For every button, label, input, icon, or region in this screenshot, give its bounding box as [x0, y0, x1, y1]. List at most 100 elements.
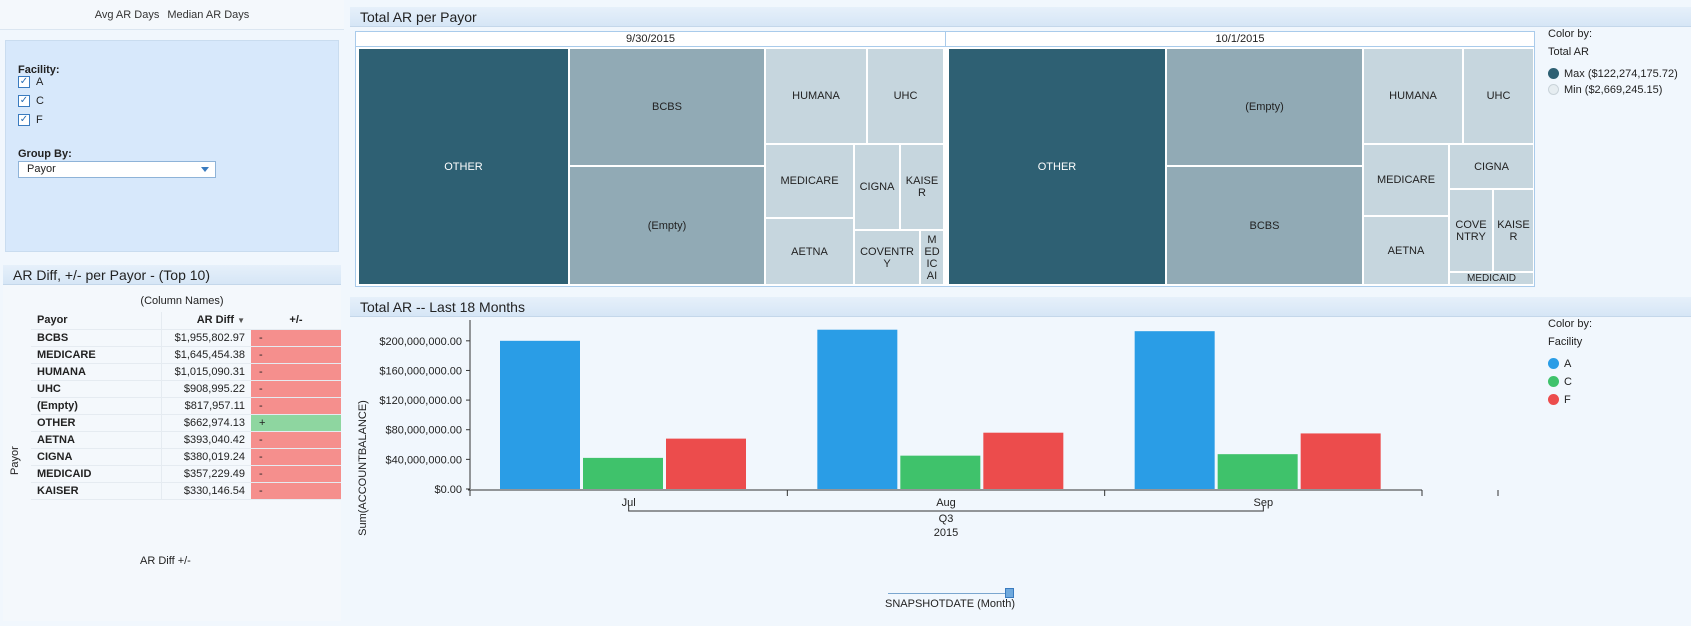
- legend-series-label: C: [1564, 376, 1572, 388]
- treemap-cell-medicare[interactable]: MEDICARE: [1363, 144, 1449, 216]
- tab-median-ar-days[interactable]: Median AR Days: [167, 8, 250, 21]
- legend-max-item: Max ($122,274,175.72): [1548, 68, 1678, 80]
- table-row[interactable]: KAISER $330,146.54-: [31, 482, 341, 500]
- treemap-cell-uhc[interactable]: UHC: [1463, 48, 1534, 144]
- treemap-cell-cigna[interactable]: CIGNA: [854, 144, 900, 230]
- treemap-cell-kaiser[interactable]: KAISE R: [900, 144, 944, 230]
- quarter-label: Q3: [939, 513, 954, 525]
- ar-diff-cell: $662,974.13: [160, 414, 251, 432]
- header-ar-diff[interactable]: AR Diff ▼: [160, 312, 251, 330]
- table-row[interactable]: MEDICARE $1,645,454.38-: [31, 346, 341, 364]
- legend-item-c: C: [1548, 376, 1592, 388]
- sign-cell: -: [251, 431, 341, 449]
- month-slider[interactable]: [888, 588, 1014, 598]
- series-dot-icon: [1548, 376, 1559, 387]
- table-row[interactable]: HUMANA $1,015,090.31-: [31, 363, 341, 381]
- facility-checkbox-a[interactable]: ✓ A: [18, 76, 43, 88]
- treemap-cell-other[interactable]: OTHER: [358, 48, 569, 285]
- payor-cell: KAISER: [31, 482, 161, 500]
- treemap-cell-humana[interactable]: HUMANA: [765, 48, 867, 144]
- facility-label: Facility:: [18, 64, 60, 76]
- treemap-cell-kaiser[interactable]: KAISE R: [1493, 189, 1534, 272]
- table-row[interactable]: OTHER $662,974.13 +: [31, 414, 341, 432]
- slider-track: [888, 593, 1014, 594]
- treemap-cell-medicaid[interactable]: M ED IC AI: [920, 230, 944, 285]
- treemap-cell-aetna[interactable]: AETNA: [1363, 216, 1449, 285]
- y-tick-label: $160,000,000.00: [379, 365, 462, 377]
- treemap-cell-aetna[interactable]: AETNA: [765, 218, 854, 285]
- quarter-bracket: [628, 505, 1264, 512]
- treemap-cell-other[interactable]: OTHER: [948, 48, 1166, 285]
- treemap-cell-empty[interactable]: (Empty): [569, 166, 765, 285]
- bar-aug-a[interactable]: [817, 329, 898, 489]
- treemap-cell-bcbs[interactable]: BCBS: [569, 48, 765, 166]
- checkbox-checked-icon[interactable]: ✓: [18, 114, 30, 126]
- bar-legend-title: Color by:: [1548, 318, 1593, 330]
- ar-diff-cell: $393,040.42: [160, 431, 251, 449]
- tab-avg-ar-days[interactable]: Avg AR Days: [94, 8, 160, 21]
- bar-aug-f[interactable]: [983, 432, 1064, 489]
- bar-jul-f[interactable]: [666, 438, 746, 489]
- groupby-label: Group By:: [18, 148, 72, 160]
- payor-cell: HUMANA: [31, 363, 161, 381]
- x-tick-label: Aug: [936, 497, 956, 509]
- year-label: 2015: [934, 527, 958, 539]
- facility-checkbox-f[interactable]: ✓ F: [18, 114, 43, 126]
- slider-label: SNAPSHOTDATE (Month): [885, 598, 1015, 610]
- treemap-cell-bcbs[interactable]: BCBS: [1166, 166, 1363, 285]
- treemap-legend-title: Color by:: [1548, 28, 1593, 40]
- sort-desc-icon[interactable]: ▼: [237, 316, 245, 326]
- treemap-cell-cigna[interactable]: CIGNA: [1449, 144, 1534, 189]
- payor-cell: MEDICARE: [31, 346, 161, 364]
- treemap-cell-empty[interactable]: (Empty): [1166, 48, 1363, 166]
- sign-cell: -: [251, 329, 341, 347]
- ar-diff-cell: $1,645,454.38: [160, 346, 251, 364]
- header-sign[interactable]: +/-: [251, 312, 341, 330]
- payor-cell: CIGNA: [31, 448, 161, 466]
- groupby-dropdown[interactable]: Payor: [18, 161, 216, 178]
- treemap-cell-coventry[interactable]: COVE NTRY: [1449, 189, 1493, 272]
- header-payor[interactable]: Payor: [31, 312, 161, 330]
- legend-series-label: A: [1564, 358, 1572, 370]
- column-names-label: (Column Names): [140, 295, 224, 307]
- table-row[interactable]: AETNA $393,040.42-: [31, 431, 341, 449]
- bar-sep-a[interactable]: [1134, 331, 1215, 489]
- x-tick-label: Jul: [622, 497, 636, 509]
- payor-cell: UHC: [31, 380, 161, 398]
- table-row[interactable]: MEDICAID $357,229.49-: [31, 465, 341, 483]
- slider-handle[interactable]: [1005, 588, 1014, 598]
- header-ar-diff-label: AR Diff: [196, 314, 235, 327]
- treemap-cell-uhc[interactable]: UHC: [867, 48, 944, 144]
- sign-cell: -: [251, 380, 341, 398]
- legend-item-a: A: [1548, 358, 1592, 370]
- treemap-legend: Color by: Total AR Max ($122,274,175.72)…: [1548, 28, 1678, 96]
- bar-aug-c[interactable]: [900, 455, 981, 489]
- sign-cell: -: [251, 465, 341, 483]
- ar-diff-title: AR Diff, +/- per Payor - (Top 10): [3, 265, 341, 285]
- treemap-date-right: 10/1/2015: [946, 32, 1534, 47]
- y-tick-label: $80,000,000.00: [386, 425, 462, 437]
- checkbox-checked-icon[interactable]: ✓: [18, 95, 30, 107]
- checkbox-checked-icon[interactable]: ✓: [18, 76, 30, 88]
- payor-cell: AETNA: [31, 431, 161, 449]
- ar-diff-panel: AR Diff, +/- per Payor - (Top 10) (Colum…: [3, 265, 341, 621]
- treemap-cell-medicare[interactable]: MEDICARE: [765, 144, 854, 218]
- treemap-cell-coventry[interactable]: COVENTR Y: [854, 230, 920, 285]
- bar-jul-c[interactable]: [583, 457, 663, 489]
- facility-checkbox-c[interactable]: ✓ C: [18, 95, 44, 107]
- legend-item-f: F: [1548, 394, 1592, 406]
- treemap-panel: Total AR per Payor: [350, 7, 1691, 287]
- treemap-cell-humana[interactable]: HUMANA: [1363, 48, 1463, 144]
- sign-cell: -: [251, 346, 341, 364]
- filter-panel: Facility: ✓ A ✓ C ✓ F Group By: Payor: [5, 40, 339, 252]
- bar-chart-title: Total AR -- Last 18 Months: [350, 297, 1691, 317]
- bar-sep-f[interactable]: [1300, 433, 1381, 489]
- table-row[interactable]: UHC $908,995.22-: [31, 380, 341, 398]
- table-row[interactable]: (Empty) $817,957.11-: [31, 397, 341, 415]
- treemap-cell-medicaid[interactable]: MEDICAID: [1449, 272, 1534, 285]
- table-row[interactable]: BCBS $1,955,802.97-: [31, 329, 341, 347]
- bar-jul-a[interactable]: [500, 340, 580, 489]
- table-row[interactable]: CIGNA $380,019.24-: [31, 448, 341, 466]
- bar-sep-c[interactable]: [1217, 454, 1298, 489]
